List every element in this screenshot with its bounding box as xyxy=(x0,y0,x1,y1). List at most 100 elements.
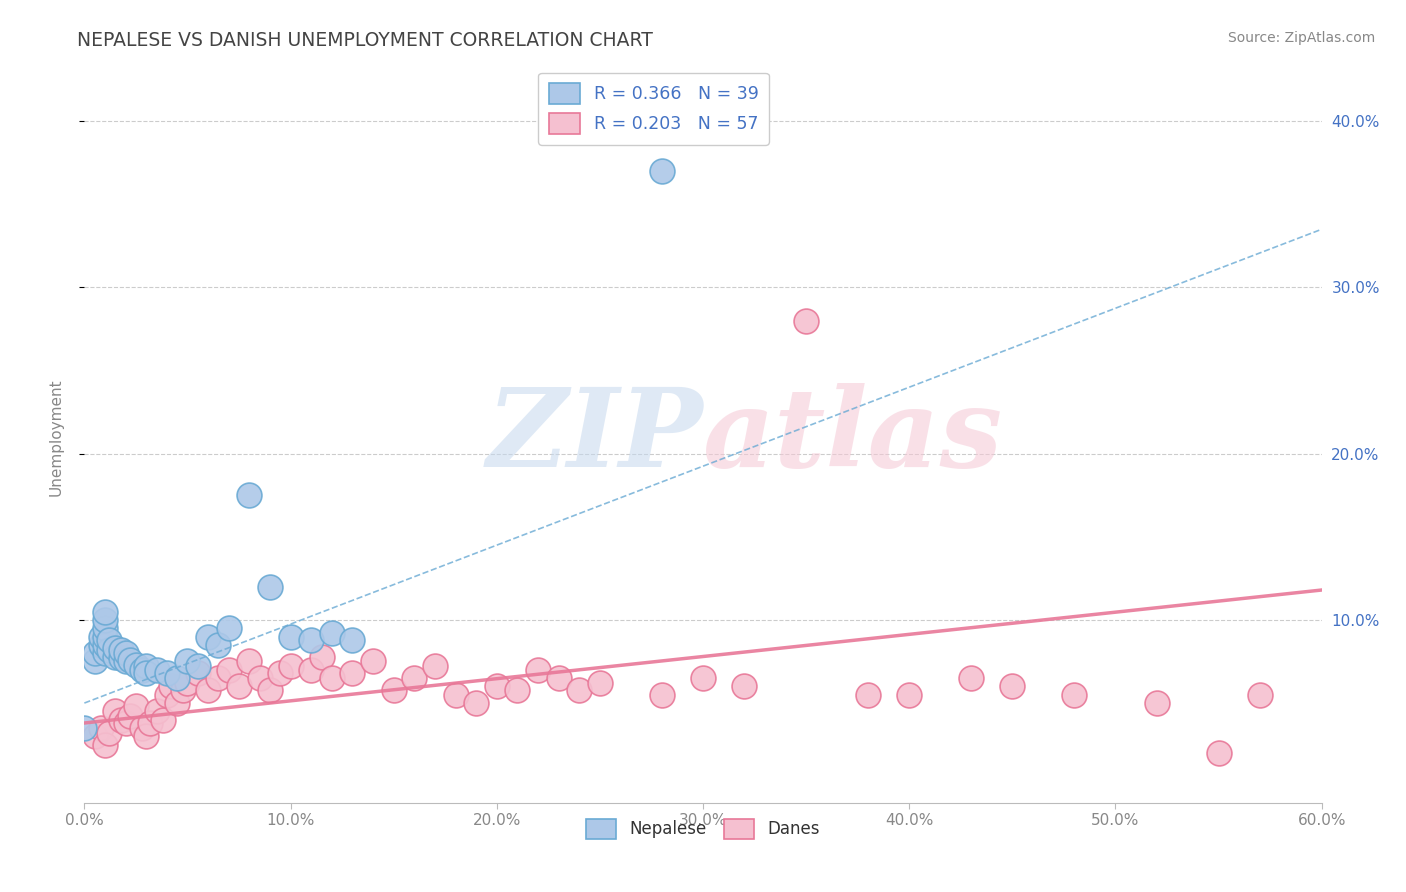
Point xyxy=(98,726,121,740)
Point xyxy=(485,680,508,694)
Point xyxy=(114,655,136,669)
Point xyxy=(104,641,127,656)
Point xyxy=(733,680,755,694)
Point xyxy=(423,659,446,673)
Point xyxy=(187,659,209,673)
Point xyxy=(83,729,105,743)
Point xyxy=(156,688,179,702)
Point xyxy=(299,632,322,647)
Point xyxy=(299,663,322,677)
Point xyxy=(110,651,132,665)
Point xyxy=(135,729,157,743)
Point xyxy=(311,649,333,664)
Point xyxy=(118,653,141,667)
Point xyxy=(125,657,148,672)
Point xyxy=(160,680,183,694)
Point xyxy=(568,682,591,697)
Point xyxy=(228,680,250,694)
Point xyxy=(651,688,673,702)
Point xyxy=(1249,688,1271,702)
Point xyxy=(98,632,121,647)
Point xyxy=(94,738,117,752)
Point xyxy=(135,659,157,673)
Point xyxy=(197,630,219,644)
Y-axis label: Unemployment: Unemployment xyxy=(49,378,63,496)
Point xyxy=(110,643,132,657)
Point xyxy=(218,663,240,677)
Point xyxy=(104,705,127,719)
Point xyxy=(145,663,167,677)
Point xyxy=(506,682,529,697)
Text: atlas: atlas xyxy=(703,384,1004,491)
Point xyxy=(156,666,179,681)
Point xyxy=(207,638,229,652)
Text: Source: ZipAtlas.com: Source: ZipAtlas.com xyxy=(1227,31,1375,45)
Point xyxy=(238,488,260,502)
Point xyxy=(73,721,96,735)
Point xyxy=(172,682,194,697)
Point xyxy=(342,632,364,647)
Point xyxy=(131,663,153,677)
Point xyxy=(382,682,405,697)
Point xyxy=(856,688,879,702)
Point xyxy=(1208,746,1230,760)
Point xyxy=(960,671,983,685)
Point xyxy=(238,655,260,669)
Point xyxy=(176,655,198,669)
Point xyxy=(589,676,612,690)
Point xyxy=(218,621,240,635)
Point xyxy=(269,666,291,681)
Point xyxy=(94,613,117,627)
Point xyxy=(110,713,132,727)
Point xyxy=(94,646,117,660)
Point xyxy=(1001,680,1024,694)
Point xyxy=(90,721,112,735)
Point xyxy=(166,671,188,685)
Point xyxy=(83,655,105,669)
Point xyxy=(197,682,219,697)
Point xyxy=(114,716,136,731)
Text: ZIP: ZIP xyxy=(486,384,703,491)
Point xyxy=(321,626,343,640)
Point xyxy=(692,671,714,685)
Point xyxy=(465,696,488,710)
Point xyxy=(794,314,817,328)
Point xyxy=(94,605,117,619)
Point xyxy=(342,666,364,681)
Point xyxy=(280,659,302,673)
Point xyxy=(90,638,112,652)
Point xyxy=(898,688,921,702)
Point xyxy=(249,671,271,685)
Point xyxy=(1063,688,1085,702)
Point xyxy=(98,643,121,657)
Point xyxy=(94,621,117,635)
Point xyxy=(259,682,281,697)
Point xyxy=(83,646,105,660)
Point xyxy=(125,699,148,714)
Point xyxy=(361,655,384,669)
Point xyxy=(280,630,302,644)
Point xyxy=(118,709,141,723)
Point xyxy=(94,630,117,644)
Point xyxy=(114,646,136,660)
Point xyxy=(1146,696,1168,710)
Point xyxy=(139,716,162,731)
Point xyxy=(145,705,167,719)
Point xyxy=(131,721,153,735)
Point xyxy=(104,649,127,664)
Point xyxy=(135,666,157,681)
Point xyxy=(651,164,673,178)
Point xyxy=(321,671,343,685)
Point xyxy=(444,688,467,702)
Point xyxy=(404,671,426,685)
Point xyxy=(207,671,229,685)
Legend: Nepalese, Danes: Nepalese, Danes xyxy=(579,812,827,846)
Text: NEPALESE VS DANISH UNEMPLOYMENT CORRELATION CHART: NEPALESE VS DANISH UNEMPLOYMENT CORRELAT… xyxy=(77,31,654,50)
Point xyxy=(166,696,188,710)
Point xyxy=(187,666,209,681)
Point xyxy=(90,630,112,644)
Point xyxy=(176,676,198,690)
Point xyxy=(547,671,569,685)
Point xyxy=(152,713,174,727)
Point xyxy=(259,580,281,594)
